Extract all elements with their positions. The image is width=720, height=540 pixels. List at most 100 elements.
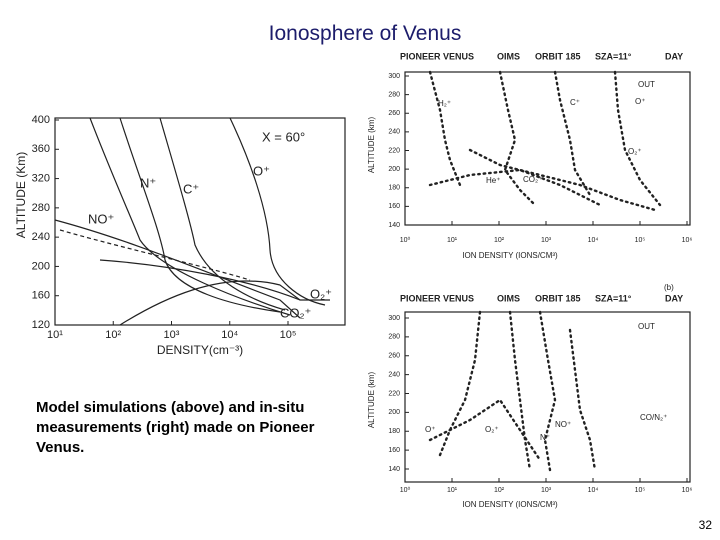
model-curve: [119, 280, 301, 326]
species-label: CO/N₂⁺: [640, 413, 667, 422]
y-tick-label: 240: [388, 129, 400, 136]
species-label: N⁺: [140, 175, 156, 190]
model-curve: [99, 259, 330, 301]
x-tick-label: 10⁶: [682, 487, 693, 494]
x-tick-label: 10⁴: [588, 237, 599, 244]
species-label: O₂⁺: [485, 425, 499, 434]
x-tick-label: 10¹: [447, 487, 458, 494]
x-tick-label: 10⁵: [635, 237, 646, 244]
x-tick-label: 10⁰: [400, 486, 411, 494]
y-tick-label: 360: [32, 143, 50, 155]
y-tick-label: 140: [388, 466, 400, 473]
marker: OUT: [638, 80, 655, 89]
x-tick-label: 10¹: [47, 329, 63, 341]
top-frame: [404, 71, 691, 226]
header: OIMS: [497, 293, 520, 303]
y-axis-label: ALTITUDE (km): [367, 117, 376, 174]
measurement-dots: [428, 398, 542, 462]
y-tick-label: 240: [32, 231, 50, 243]
bottom-frame: [404, 311, 691, 483]
model-curve: [89, 117, 291, 316]
species-label: C⁺: [570, 98, 580, 107]
species-label: He⁺: [486, 176, 500, 185]
model-frame: [54, 117, 346, 326]
species-label: CO₂⁺: [523, 175, 542, 184]
y-tick-label: 200: [388, 409, 400, 416]
y-tick-label: 200: [32, 260, 50, 272]
model-curve: [159, 117, 286, 311]
species-label: CO₂⁺: [280, 305, 311, 320]
x-tick-label: 10⁶: [682, 237, 693, 244]
y-tick-label: 180: [388, 428, 400, 435]
y-tick-label: 120: [32, 319, 50, 331]
page-number: 32: [698, 518, 712, 532]
y-tick-label: 160: [388, 447, 400, 454]
species-label: NO⁺: [88, 211, 114, 226]
species-label: H₂⁺: [438, 99, 451, 108]
header: OIMS: [497, 51, 520, 61]
x-tick-label: 10²: [105, 329, 121, 341]
species-label: O⁺: [635, 97, 645, 106]
header: PIONEER VENUS: [400, 293, 474, 303]
x-tick-label: 10⁴: [588, 487, 599, 494]
y-tick-label: 260: [388, 110, 400, 117]
x-tick-label: 10³: [541, 237, 552, 244]
measurement-dots: [538, 310, 557, 472]
y-tick-label: 280: [388, 334, 400, 341]
model-curve: [119, 117, 281, 313]
caption: Model simulations (above) and in-situ me…: [36, 399, 315, 456]
x-tick-label: 10¹: [447, 237, 458, 244]
x-axis-label: ION DENSITY (IONS/CM³): [462, 251, 558, 260]
x-tick-label: 10⁵: [635, 487, 646, 494]
panel-label: (b): [664, 283, 674, 292]
y-tick-label: 180: [388, 185, 400, 192]
y-tick-label: 140: [388, 222, 400, 229]
model-curve: [229, 117, 326, 306]
species-label: O⁺: [253, 163, 270, 178]
y-tick-label: 300: [388, 73, 400, 80]
y-axis-label: ALTITUDE (km): [367, 372, 376, 429]
measurement-dots: [428, 168, 602, 207]
species-label: O⁺: [425, 425, 435, 434]
model-curve: [54, 219, 301, 319]
measurement-dots: [428, 70, 462, 187]
y-tick-label: 160: [32, 290, 50, 302]
y-tick-label: 240: [388, 371, 400, 378]
y-axis-label: ALTITUDE (Km): [14, 152, 28, 238]
measurement-dots: [508, 310, 532, 472]
x-tick-label: 10⁴: [221, 329, 238, 341]
y-tick-label: 160: [388, 203, 400, 210]
marker: OUT: [638, 322, 655, 331]
measurement-dots: [613, 70, 662, 207]
y-tick-label: 220: [388, 147, 400, 154]
x-tick-label: 10²: [494, 237, 505, 244]
header: ORBIT 185: [535, 293, 581, 303]
header: DAY: [665, 51, 683, 61]
measurement-dots: [568, 328, 597, 472]
measurement-dots: [553, 70, 592, 197]
species-label: O₂⁺: [310, 286, 332, 301]
species-label: NO⁺: [555, 420, 571, 429]
x-axis-label: DENSITY(cm⁻³): [157, 343, 243, 357]
y-tick-label: 400: [32, 114, 50, 126]
measurement-dots: [498, 70, 537, 207]
x-tick-label: 10⁵: [280, 329, 297, 341]
header: DAY: [665, 293, 683, 303]
annotation: X = 60°: [262, 129, 305, 144]
x-tick-label: 10³: [541, 487, 552, 494]
header: PIONEER VENUS: [400, 51, 474, 61]
y-tick-label: 320: [32, 172, 50, 184]
x-tick-label: 10²: [494, 487, 505, 494]
slide-title: Ionosphere of Venus: [268, 22, 462, 45]
species-label: C⁺: [183, 181, 199, 196]
header: SZA=11°: [595, 51, 632, 61]
model-curve: [59, 229, 251, 281]
y-tick-label: 260: [388, 353, 400, 360]
measurement-dots: [468, 148, 657, 212]
x-tick-label: 10⁰: [400, 236, 411, 244]
measurement-dots: [438, 310, 482, 457]
y-tick-label: 300: [388, 315, 400, 322]
y-tick-label: 280: [32, 202, 50, 214]
